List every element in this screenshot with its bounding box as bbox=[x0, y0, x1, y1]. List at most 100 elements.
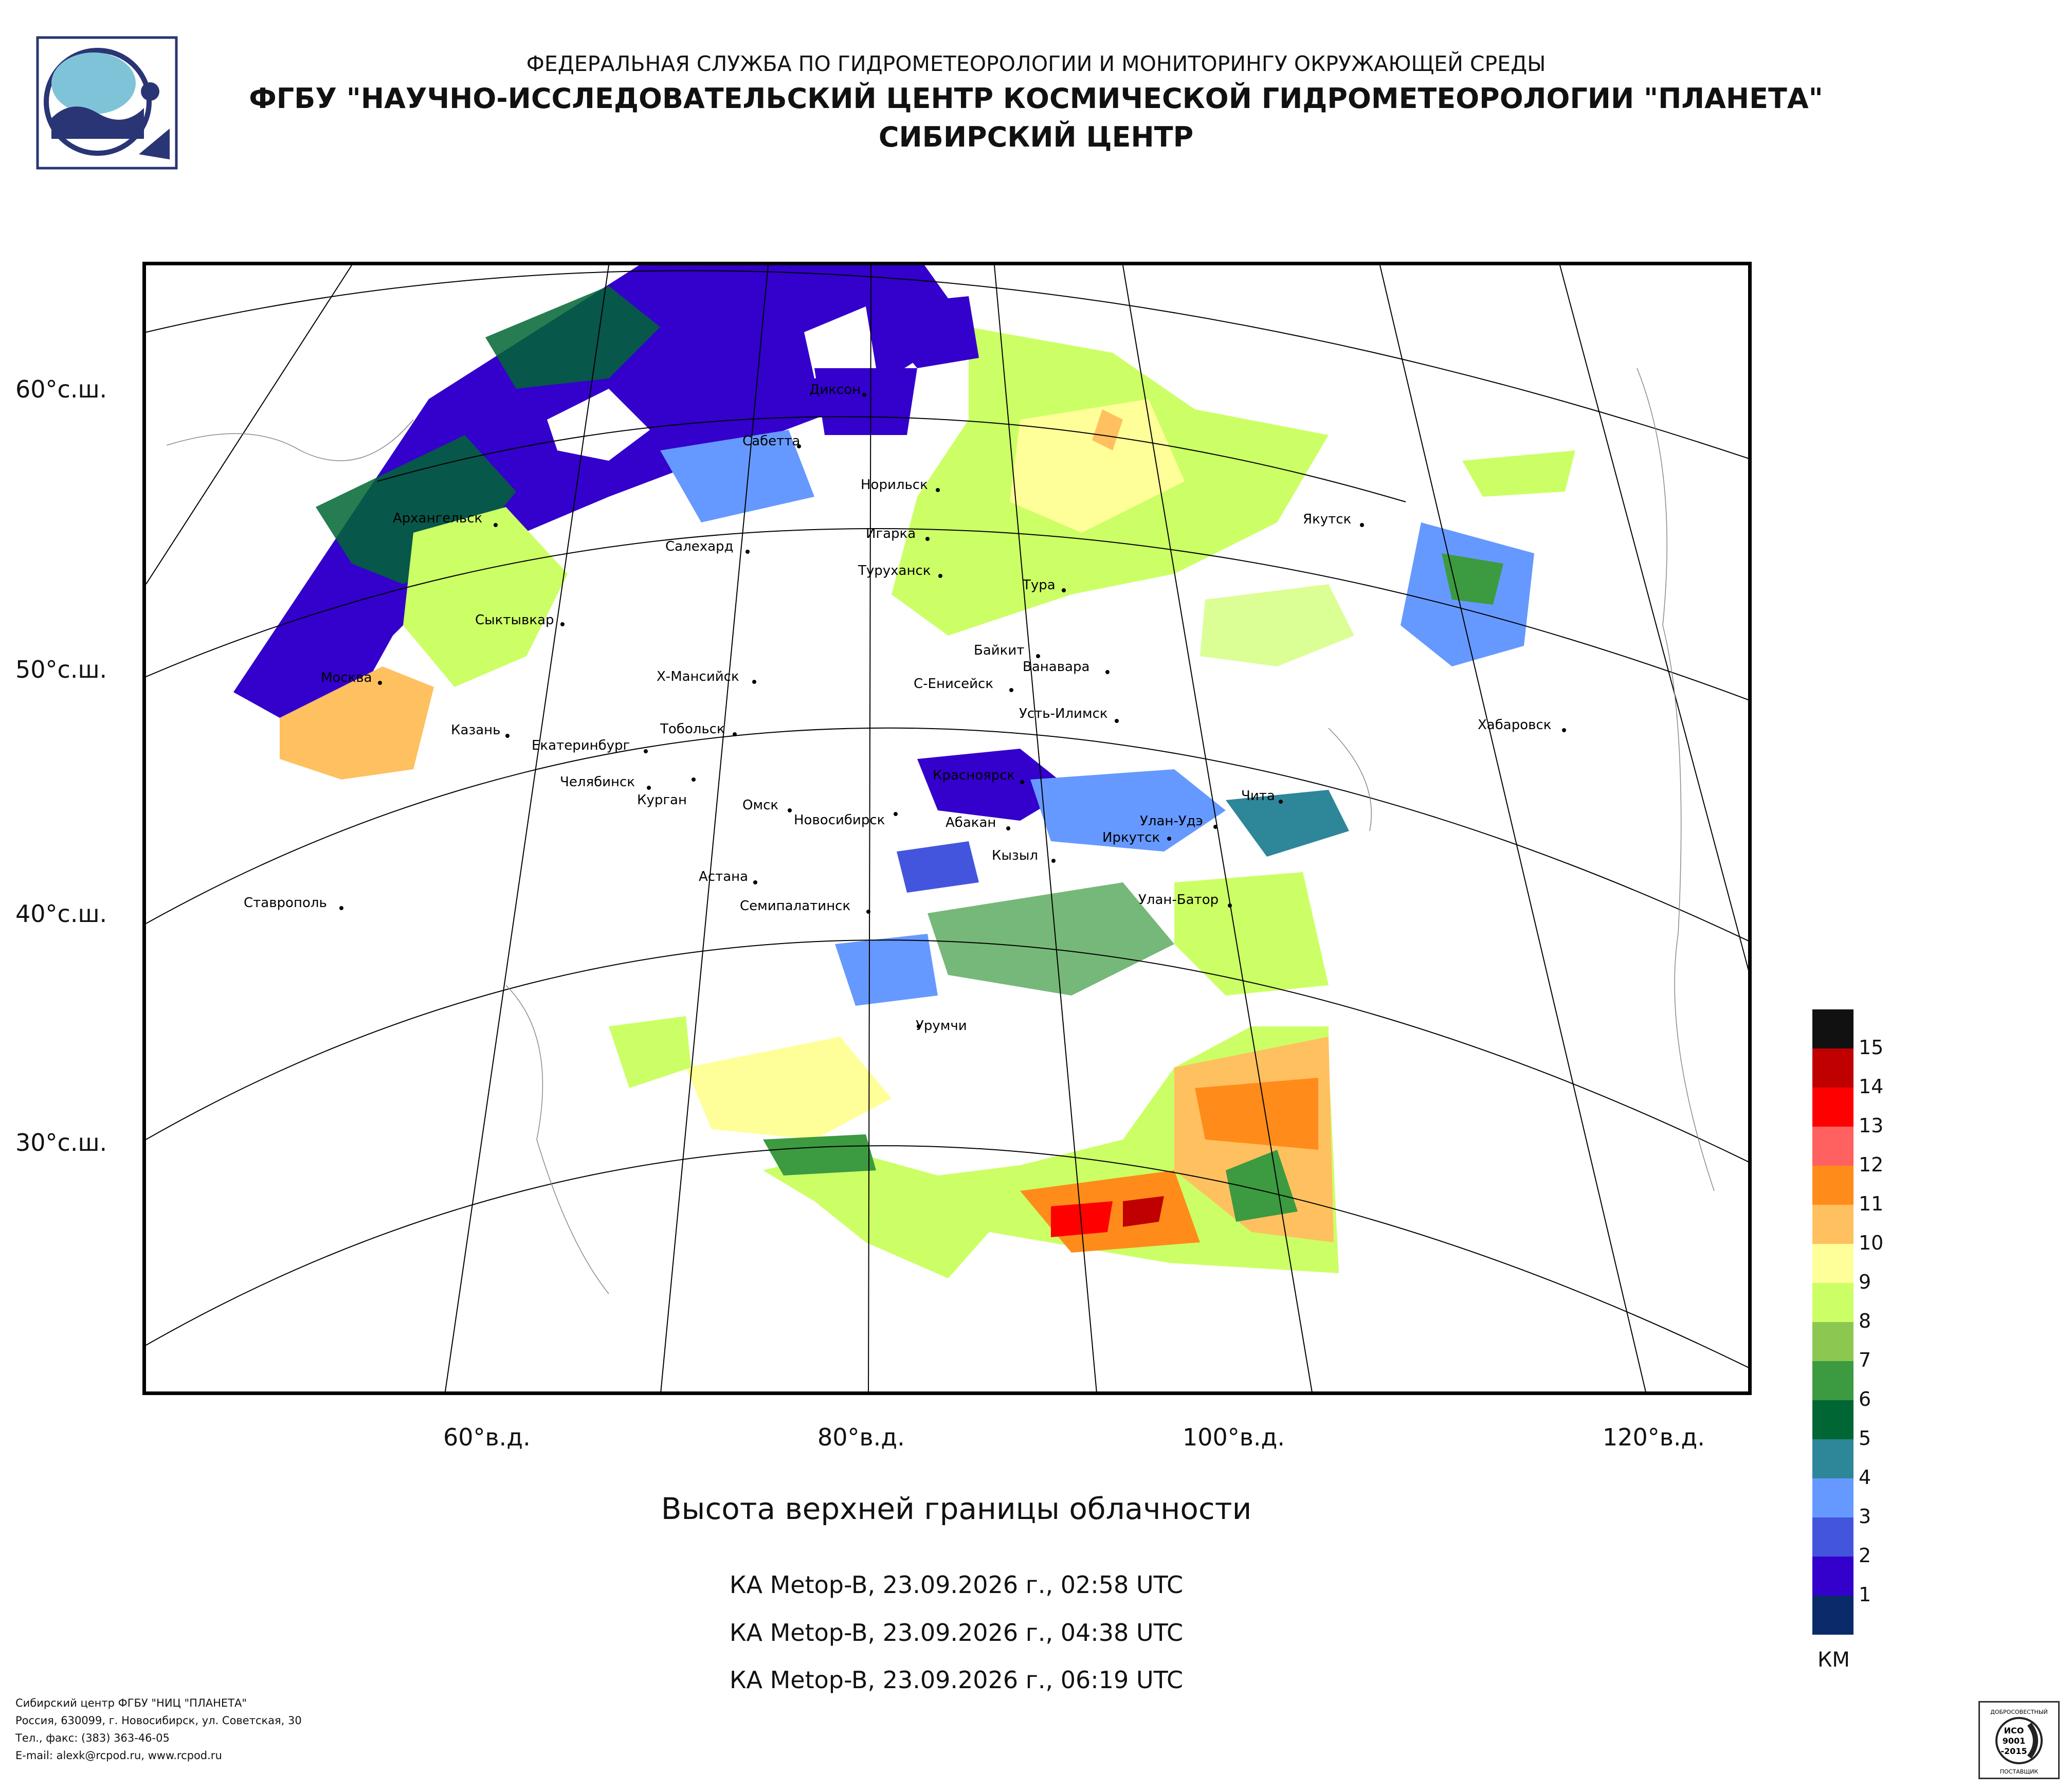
coastlines bbox=[166, 368, 1715, 1294]
svg-text:Улан-Удэ: Улан-Удэ bbox=[1140, 813, 1203, 829]
satellite-pass-3: КА Metop-B, 23.09.2026 г., 06:19 UTC bbox=[729, 1666, 1184, 1694]
svg-text:Диксон: Диксон bbox=[809, 382, 861, 397]
legend-swatch bbox=[1812, 1048, 1853, 1088]
agency-name: ФЕДЕРАЛЬНАЯ СЛУЖБА ПО ГИДРОМЕТЕОРОЛОГИИ … bbox=[526, 51, 1546, 76]
svg-text:Казань: Казань bbox=[451, 722, 500, 738]
legend-swatch bbox=[1812, 1088, 1853, 1127]
svg-text:Салехард: Салехард bbox=[665, 539, 734, 554]
footer-address: Россия, 630099, г. Новосибирск, ул. Сове… bbox=[15, 1714, 302, 1727]
svg-text:Хабаровск: Хабаровск bbox=[1478, 717, 1551, 733]
lat-label-60: 60°с.ш. bbox=[15, 375, 107, 403]
legend-label: 3 bbox=[1859, 1505, 1871, 1528]
lat-label-30: 30°с.ш. bbox=[15, 1129, 107, 1156]
legend-swatch bbox=[1812, 1361, 1853, 1400]
legend-swatch bbox=[1812, 1322, 1853, 1361]
legend-swatch bbox=[1812, 1478, 1853, 1517]
svg-text:Усть-Илимск: Усть-Илимск bbox=[1019, 706, 1108, 721]
svg-text:ДОБРОСОВЕСТНЫЙ: ДОБРОСОВЕСТНЫЙ bbox=[1990, 1709, 2048, 1715]
satellite-swath bbox=[233, 265, 1586, 1278]
svg-text:9001: 9001 bbox=[2003, 1736, 2026, 1746]
lon-label-60: 60°в.д. bbox=[443, 1423, 531, 1451]
city-markers: Диксон Сабетта Норильск Архангельск Игар… bbox=[244, 382, 1566, 1034]
lon-label-80: 80°в.д. bbox=[817, 1423, 905, 1451]
satellite-pass-2: КА Metop-B, 23.09.2026 г., 04:38 UTC bbox=[729, 1619, 1184, 1647]
cloud-top-height-map: Диксон Сабетта Норильск Архангельск Игар… bbox=[142, 262, 1752, 1395]
legend-label: 4 bbox=[1859, 1466, 1871, 1489]
legend-label: 10 bbox=[1859, 1232, 1884, 1254]
svg-text:Кызыл: Кызыл bbox=[992, 848, 1038, 863]
legend-swatch bbox=[1812, 1205, 1853, 1244]
legend-label: 15 bbox=[1859, 1036, 1884, 1059]
institute-name: ФГБУ "НАУЧНО-ИССЛЕДОВАТЕЛЬСКИЙ ЦЕНТР КОС… bbox=[249, 82, 1823, 115]
svg-text:Архангельск: Архангельск bbox=[393, 511, 482, 526]
svg-text:Астана: Астана bbox=[699, 869, 748, 884]
legend-swatch bbox=[1812, 1244, 1853, 1283]
svg-text:Байкит: Байкит bbox=[974, 643, 1024, 658]
legend-label: 1 bbox=[1859, 1583, 1871, 1606]
svg-text:Челябинск: Челябинск bbox=[560, 774, 635, 790]
svg-text:Тура: Тура bbox=[1022, 577, 1056, 593]
lat-label-50: 50°с.ш. bbox=[15, 656, 107, 683]
contact-info: Сибирский центр ФГБУ "НИЦ "ПЛАНЕТА" Росс… bbox=[15, 1694, 302, 1764]
footer-phone: Тел., факс: (383) 363-46-05 bbox=[15, 1732, 170, 1744]
svg-text:-2015: -2015 bbox=[2001, 1746, 2027, 1756]
satellite-pass-1: КА Metop-B, 23.09.2026 г., 02:58 UTC bbox=[729, 1571, 1184, 1599]
svg-text:Москва: Москва bbox=[321, 670, 372, 685]
svg-text:Улан-Батор: Улан-Батор bbox=[1138, 892, 1219, 908]
svg-text:Новосибирск: Новосибирск bbox=[794, 812, 885, 828]
svg-text:Курган: Курган bbox=[637, 792, 687, 808]
svg-text:Игарка: Игарка bbox=[866, 526, 916, 541]
svg-text:Екатеринбург: Екатеринбург bbox=[532, 738, 630, 753]
svg-text:С-Енисейск: С-Енисейск bbox=[914, 676, 993, 692]
svg-text:Красноярск: Красноярск bbox=[933, 768, 1015, 783]
svg-text:Норильск: Норильск bbox=[861, 477, 928, 493]
legend-swatch bbox=[1812, 1009, 1853, 1048]
svg-text:Якутск: Якутск bbox=[1303, 512, 1351, 527]
svg-text:Тобольск: Тобольск bbox=[660, 721, 725, 737]
svg-text:Туруханск: Туруханск bbox=[858, 563, 931, 578]
lat-label-40: 40°с.ш. bbox=[15, 900, 107, 928]
legend-swatch bbox=[1812, 1596, 1853, 1635]
legend-swatch bbox=[1812, 1517, 1853, 1557]
legend-swatch bbox=[1812, 1557, 1853, 1596]
legend-swatch bbox=[1812, 1166, 1853, 1205]
svg-text:Урумчи: Урумчи bbox=[916, 1018, 967, 1034]
map-title: Высота верхней границы облачности bbox=[661, 1491, 1252, 1526]
organization-logo bbox=[36, 36, 178, 170]
legend-label: 6 bbox=[1859, 1388, 1871, 1410]
legend-label: 11 bbox=[1859, 1192, 1884, 1215]
lon-label-100: 100°в.д. bbox=[1183, 1423, 1285, 1451]
graticule bbox=[146, 265, 1748, 1391]
legend-label: 2 bbox=[1859, 1544, 1871, 1567]
legend-unit: КМ bbox=[1817, 1648, 1850, 1672]
footer-org: Сибирский центр ФГБУ "НИЦ "ПЛАНЕТА" bbox=[15, 1697, 247, 1709]
svg-text:Сыктывкар: Сыктывкар bbox=[475, 612, 554, 628]
legend-label: 9 bbox=[1859, 1271, 1871, 1293]
svg-text:Чита: Чита bbox=[1241, 788, 1275, 804]
svg-text:Омск: Омск bbox=[742, 798, 778, 813]
svg-text:ИСО: ИСО bbox=[2004, 1726, 2024, 1735]
legend-swatch bbox=[1812, 1283, 1853, 1322]
legend-label: 8 bbox=[1859, 1310, 1871, 1332]
legend-label: 13 bbox=[1859, 1114, 1884, 1137]
legend-swatch bbox=[1812, 1127, 1853, 1166]
svg-text:Семипалатинск: Семипалатинск bbox=[740, 898, 850, 914]
svg-text:Х-Мансийск: Х-Мансийск bbox=[657, 669, 739, 684]
legend-label: 5 bbox=[1859, 1427, 1871, 1450]
svg-text:Ванавара: Ванавара bbox=[1023, 659, 1089, 675]
footer-email: E-mail: alexk@rcpod.ru, www.rcpod.ru bbox=[15, 1749, 222, 1762]
svg-text:Иркутск: Иркутск bbox=[1102, 830, 1160, 845]
legend-swatch bbox=[1812, 1400, 1853, 1439]
legend-label: 14 bbox=[1859, 1075, 1884, 1098]
branch-name: СИБИРСКИЙ ЦЕНТР bbox=[878, 121, 1194, 153]
legend-swatch bbox=[1812, 1439, 1853, 1478]
svg-text:Ставрополь: Ставрополь bbox=[244, 895, 327, 911]
svg-text:Сабетта: Сабетта bbox=[742, 433, 800, 449]
legend-label: 12 bbox=[1859, 1153, 1884, 1176]
iso-certification-badge: ДОБРОСОВЕСТНЫЙ ИСО 9001 -2015 ПОСТАВЩИК bbox=[1978, 1701, 2060, 1779]
color-legend bbox=[1812, 1009, 1853, 1635]
svg-text:ПОСТАВЩИК: ПОСТАВЩИК bbox=[2000, 1768, 2039, 1775]
svg-text:Абакан: Абакан bbox=[946, 815, 996, 830]
lon-label-120: 120°в.д. bbox=[1603, 1423, 1705, 1451]
legend-label: 7 bbox=[1859, 1349, 1871, 1371]
